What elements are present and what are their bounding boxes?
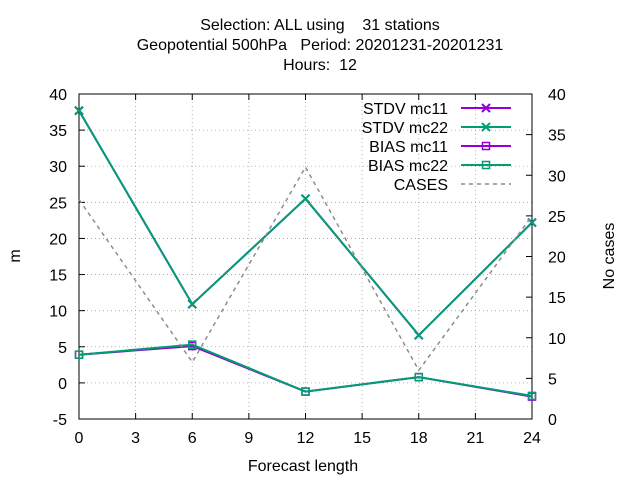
y-tick-label: 40 [49, 87, 67, 104]
y2-tick-label: 30 [548, 168, 566, 185]
marker-stroke [414, 330, 424, 340]
data-point-bias-mc22 [527, 391, 537, 401]
y-tick-label: 25 [49, 195, 67, 212]
series-stdv-mc22 [74, 105, 537, 340]
y-tick-label: 10 [49, 304, 67, 321]
chart-title-line-1: Selection: ALL using 31 stations [200, 17, 440, 34]
y-tick-label: 0 [58, 376, 67, 393]
x-tick-label: 21 [466, 430, 484, 447]
y2-tick-label: 0 [548, 412, 557, 429]
y2-tick-label: 15 [548, 290, 566, 307]
data-point-stdv-mc22 [187, 299, 197, 309]
y-tick-label: 30 [49, 159, 67, 176]
y-tick-label: -5 [53, 412, 67, 429]
x-axis-label: Forecast length [248, 458, 358, 475]
legend-marker [481, 160, 491, 170]
y2-tick-label: 10 [548, 331, 566, 348]
legend-entry-stdv-mc11: STDV mc11 [363, 101, 511, 118]
marker-stroke [527, 217, 537, 228]
y2-tick-label: 5 [548, 371, 557, 388]
marker-stroke [481, 103, 491, 113]
y-tick-label: 5 [58, 340, 67, 357]
y-tick-label: 20 [49, 231, 67, 248]
legend-label: STDV mc22 [362, 120, 448, 137]
marker-stroke [300, 194, 311, 204]
series-line-cases [78, 165, 533, 372]
y-tick-label: 35 [49, 123, 67, 140]
x-tick-label: 15 [353, 430, 371, 447]
grid [79, 94, 532, 419]
x-tick-label: 6 [188, 430, 197, 447]
legend-entry-bias-mc11: BIAS mc11 [369, 139, 511, 156]
legend-marker [481, 103, 491, 113]
marker-stroke [481, 122, 491, 132]
series-line-bias-mc22 [78, 343, 533, 397]
legend-marker [481, 122, 491, 132]
plot-frame [78, 93, 533, 420]
data-point-stdv-mc22 [414, 330, 424, 340]
y-axis-label: m [7, 249, 24, 262]
marker-stroke [74, 105, 84, 116]
data-point-bias-mc22 [301, 387, 310, 396]
x-tick-label: 18 [410, 430, 428, 447]
legend: STDV mc11 STDV mc22 BIAS mc11 BIAS mc22 CASE… [362, 101, 511, 194]
legend-entry-stdv-mc22: STDV mc22 [362, 120, 511, 137]
x-tick-label: 12 [297, 430, 315, 447]
y2-tick-label: 40 [548, 87, 566, 104]
series-bias-mc22 [74, 340, 537, 401]
y-tick-label: 15 [49, 268, 67, 285]
data-point-stdv-mc22 [300, 194, 311, 204]
data-point-stdv-mc22 [74, 105, 84, 116]
y2-tick-label: 35 [548, 128, 566, 145]
series-line-bias-mc11 [78, 345, 533, 398]
x-tick-label: 0 [75, 430, 84, 447]
legend-label: CASES [394, 177, 448, 194]
data-point-bias-mc22 [188, 340, 197, 349]
legend-label: BIAS mc22 [368, 158, 448, 175]
legend-entry-cases: CASES [394, 177, 511, 194]
data-point-bias-mc22 [74, 350, 84, 359]
y2-tick-label: 25 [548, 209, 566, 226]
ticks: 0 3 6 9 12 15 18 21 24 -5 0 5 10 15 20 25 30 35 40 0 5 10 15 20… [49, 87, 566, 447]
series [74, 105, 537, 401]
series-cases [78, 165, 533, 372]
y2-axis-label: No cases [601, 223, 618, 290]
chart-title-line-3: Hours: 12 [283, 57, 357, 74]
legend-label: BIAS mc11 [369, 139, 448, 156]
x-tick-label: 24 [523, 430, 541, 447]
data-point-bias-mc22 [414, 372, 423, 382]
x-tick-label: 3 [131, 430, 140, 447]
legend-marker [481, 141, 491, 151]
chart-title-line-2: Geopotential 500hPa Period: 20201231-202… [136, 37, 504, 54]
legend-label: STDV mc11 [363, 101, 448, 118]
marker-stroke [187, 299, 197, 309]
x-tick-label: 9 [244, 430, 253, 447]
legend-entry-bias-mc22: BIAS mc22 [368, 158, 511, 175]
y2-tick-label: 20 [548, 250, 566, 267]
